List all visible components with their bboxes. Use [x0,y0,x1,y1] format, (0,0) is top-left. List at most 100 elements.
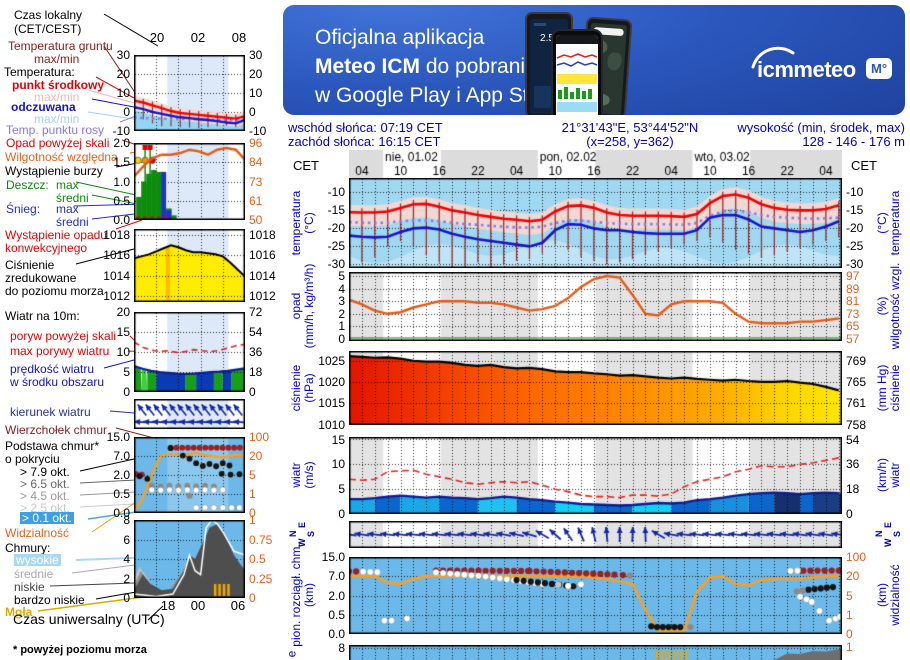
legend-local-time-1: Czas lokalny [14,8,83,22]
legend-cloud-top: Wierzchołek chmur [5,423,108,437]
legend-chart-wind [134,312,245,392]
grid-coords-label: (x=258, y=362) [586,134,674,149]
phone-temp-reading: 2.5° [540,33,558,44]
legend-convective-1: Wystąpienie opadu [5,228,107,242]
axis-bottom-partial: e [285,651,299,658]
logo-badge: M° [866,58,892,79]
tick-label: 0 [846,507,853,521]
tick-label: 5 [846,588,853,603]
tick-label: 10 [116,86,130,100]
tick-label: 10 [331,457,345,472]
tick-label: 18 [160,598,176,613]
legend-cloud-base-2: o pokryciu [5,452,60,466]
tick-label: 1025 [318,354,345,369]
tick-label: 1020 [318,375,345,390]
tick-label: 36 [249,345,263,359]
legend-rain-max: max [56,178,79,192]
tick-label: 10 [249,86,263,100]
tick-label: 0 [123,105,130,119]
tick-label: 0.5 [113,487,130,501]
compass-letter: E [297,521,307,528]
tick-label: 0 [338,332,345,346]
legend-cloud-base-1: Podstawa chmur* [5,439,100,453]
legend-snow: Śnieg: [6,202,41,216]
tick-label: 2 [123,571,130,586]
banner-line2: Meteo ICM do pobrania [315,56,537,78]
tick-label: -30 [846,257,864,272]
legend-feels-like: odczuwana [11,100,76,114]
legend-utc: Czas uniwersalny (UTC) [13,611,165,627]
wind-direction-panel [349,521,842,548]
tick-label: 100 [249,430,270,444]
tick-label: 08 [231,30,247,45]
tick-label: 1 [846,640,853,654]
tick-label: -15 [846,203,864,218]
tick-label: 100 [846,550,867,564]
legend-fog: Mgła [5,605,33,619]
legend-rain-avg: średni [56,191,89,205]
cet-label-right: CET [851,158,877,173]
axis-line: widzialność [888,564,902,626]
tick-label: 73 [846,306,860,321]
tick-label: 4 [123,552,130,566]
tick-label: 1 [249,487,256,501]
legend-okta-25: > 2.5 okt. [20,501,70,515]
tick-label: 769 [846,354,867,369]
tick-label: 6 [123,532,130,547]
tick-label: -30 [327,257,345,272]
tick-label: 0 [123,591,130,605]
tick-label: 73 [249,174,263,189]
tick-label: 30 [249,48,263,62]
tick-label: 1 [846,607,853,622]
legend-temperature: Temperatura: [4,65,75,79]
tick-label: 1012 [249,289,276,303]
legend-feels-maxmin: max/min [34,112,80,126]
tick-label: 00 [190,598,206,613]
tick-label: 20 [846,569,860,584]
tick-label: 2.0 [113,468,130,482]
legend-clouds: Chmury: [5,541,51,555]
tick-label: 2.0 [328,588,345,603]
time-axis-header [349,150,842,178]
tick-label: -25 [327,239,345,254]
compass-letter: E [883,521,893,528]
tick-label: 84 [249,155,263,170]
tick-label: 0 [249,385,256,399]
app-promo-banner[interactable]: Oficjalna aplikacja Meteo ICM do pobrani… [283,5,905,115]
legend-chart-wind-dir [134,399,245,429]
legend-footnote: * powyżej poziomu morza [13,644,147,656]
tick-label: 0 [249,591,256,605]
tick-label: 06 [230,598,246,613]
compass-letter: W [883,538,893,548]
legend-clouds-low: niskie [14,580,45,594]
axis-line: ciśnienie [888,364,902,412]
legend-okta-65: > 6.5 okt. [20,477,70,491]
tick-label: 18 [249,365,263,379]
tick-label: -10 [846,185,864,200]
tick-label: 0.5 [249,552,266,566]
legend-gust-max: max porywy wiatru [10,344,110,358]
tick-label: 20 [249,449,263,463]
legend-temp-maxmin: max/min [34,90,80,104]
tick-label: 54 [846,432,860,447]
legend-precip-overscale: Opad powyżej skali [6,136,110,150]
tick-label: 0.0 [113,506,130,520]
legend-dew-point: Temp. punktu rosy [6,123,105,137]
tick-label: 97 [846,269,860,283]
compass-letter: N [288,530,298,538]
tick-label: 65 [846,319,860,334]
tick-label: 96 [249,136,263,150]
legend-clouds-high: wysokie [14,553,61,567]
tick-label: 1014 [103,268,130,283]
tick-label: 15 [331,432,345,447]
tick-label: 0.5 [113,193,130,208]
altitude-label: wysokość (min, środek, max) [737,120,905,135]
precip-humidity-panel [349,272,842,341]
legend-pressure-2: zredukowane [5,271,77,285]
tick-label: 0 [123,385,130,399]
tick-label: 0.5 [328,607,345,622]
cet-label-left: CET [293,158,319,173]
tick-label: 10 [116,345,130,359]
tick-label: 15 [116,325,130,339]
tick-label: 5 [338,482,345,497]
